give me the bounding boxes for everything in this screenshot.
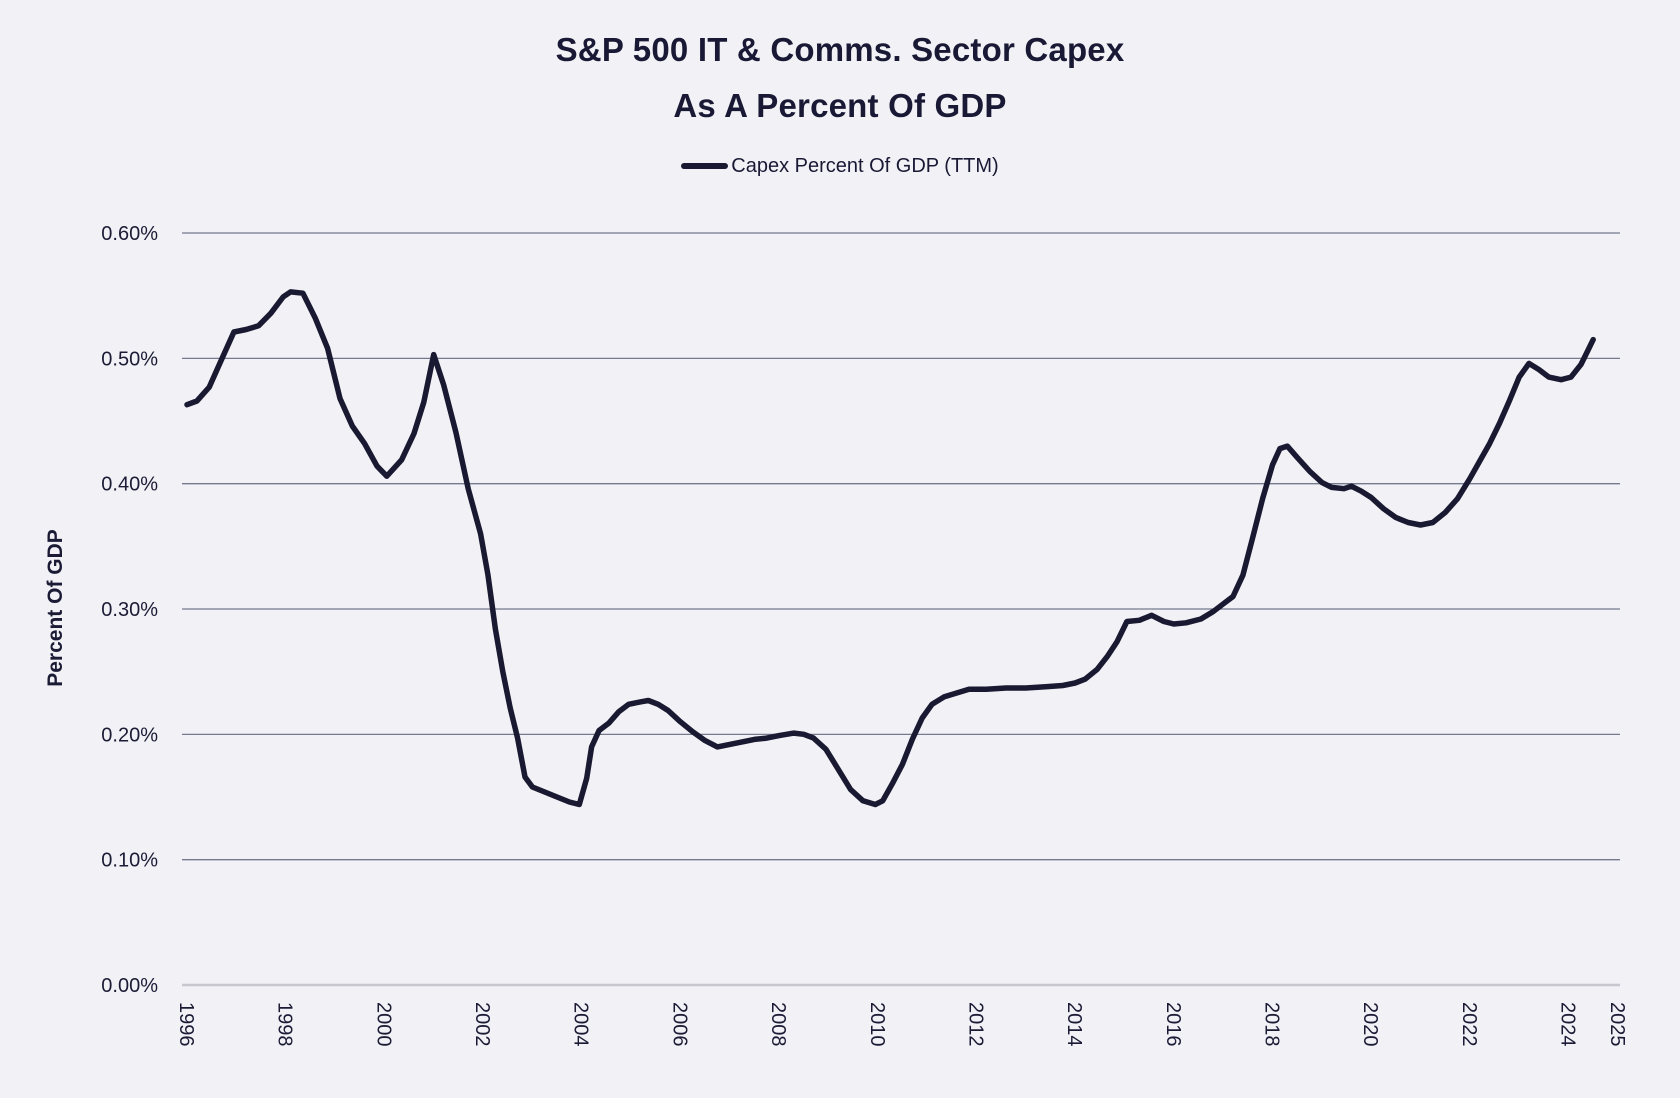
chart-title: S&P 500 IT & Comms. Sector Capex As A Pe… <box>0 22 1680 134</box>
y-axis-title: Percent Of GDP <box>44 529 67 687</box>
x-tick-label-2016: 2016 <box>1162 1002 1184 1047</box>
y-tick-label-0.30%: 0.30% <box>101 599 158 621</box>
x-tick-label-2002: 2002 <box>471 1002 493 1047</box>
chart-title-line1: S&P 500 IT & Comms. Sector Capex <box>555 31 1125 68</box>
x-tick-label-1998: 1998 <box>274 1002 296 1047</box>
x-tick-label-2020: 2020 <box>1359 1002 1381 1047</box>
y-tick-label-0.50%: 0.50% <box>101 348 158 370</box>
x-tick-label-2000: 2000 <box>372 1002 394 1047</box>
x-tick-label-2025: 2025 <box>1606 1002 1628 1047</box>
x-tick-label-2010: 2010 <box>866 1002 888 1047</box>
y-tick-label-0.00%: 0.00% <box>101 975 158 997</box>
y-tick-label-0.40%: 0.40% <box>101 474 158 496</box>
x-tick-label-1996: 1996 <box>175 1002 197 1047</box>
y-tick-label-0.10%: 0.10% <box>101 850 158 872</box>
y-tick-label-0.20%: 0.20% <box>101 724 158 746</box>
x-tick-label-2018: 2018 <box>1260 1002 1282 1047</box>
x-tick-label-2006: 2006 <box>668 1002 690 1047</box>
chart-title-line2: As A Percent Of GDP <box>673 87 1007 124</box>
legend-label: Capex Percent Of GDP (TTM) <box>731 154 999 177</box>
x-tick-label-2014: 2014 <box>1063 1002 1085 1047</box>
x-tick-label-2004: 2004 <box>570 1002 592 1047</box>
x-tick-label-2022: 2022 <box>1458 1002 1480 1047</box>
legend-line-swatch <box>681 163 729 169</box>
legend: Capex Percent Of GDP (TTM) <box>0 152 1680 180</box>
x-tick-label-2012: 2012 <box>964 1002 986 1047</box>
capex-series-line <box>184 289 1596 808</box>
x-tick-label-2024: 2024 <box>1557 1002 1579 1047</box>
x-tick-label-2008: 2008 <box>767 1002 789 1047</box>
y-tick-label-0.60%: 0.60% <box>101 223 158 245</box>
